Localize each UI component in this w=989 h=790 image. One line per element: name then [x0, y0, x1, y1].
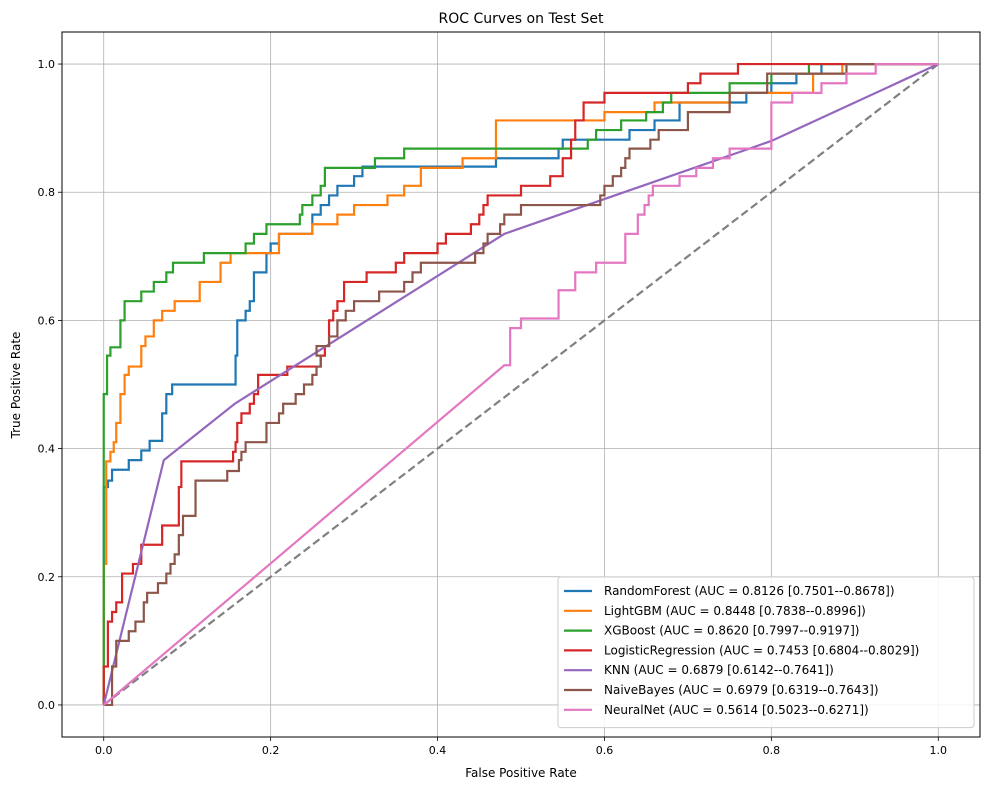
- series-line-1: [102, 62, 939, 705]
- series-line-3: [102, 62, 939, 705]
- legend-entry-label: NaiveBayes (AUC = 0.6979 [0.6319--0.7643…: [604, 683, 879, 697]
- legend-entry-label: LogisticRegression (AUC = 0.7453 [0.6804…: [604, 643, 919, 657]
- y-tick-label: 0.2: [38, 571, 56, 584]
- plot-frame: [61, 31, 981, 738]
- chart-title: ROC Curves on Test Set: [439, 11, 604, 27]
- legend: RandomForest (AUC = 0.8126 [0.7501--0.86…: [557, 576, 975, 729]
- x-tick-label: 1.0: [930, 744, 948, 757]
- y-axis-label: True Positive Rate: [9, 332, 23, 440]
- series-line-6: [103, 62, 939, 706]
- y-axis-ticks: 0.0 0.2 0.4 0.6 0.8 1.0: [38, 58, 62, 712]
- reference-diagonal: [103, 63, 939, 706]
- y-tick-label: 0.8: [38, 186, 56, 199]
- x-tick-label: 0.4: [429, 744, 447, 757]
- series-lines: [102, 62, 939, 707]
- legend-entry-label: NeuralNet (AUC = 0.5614 [0.5023--0.6271]…: [604, 703, 869, 717]
- x-tick-label: 0.2: [262, 744, 280, 757]
- y-tick-label: 0.0: [38, 699, 56, 712]
- series-line-4: [102, 63, 939, 706]
- x-tick-label: 0.0: [95, 744, 113, 757]
- y-tick-label: 0.4: [38, 443, 56, 456]
- legend-entry-label: RandomForest (AUC = 0.8126 [0.7501--0.86…: [604, 584, 895, 598]
- legend-entry-label: KNN (AUC = 0.6879 [0.6142--0.7641]): [604, 663, 834, 677]
- legend-entry-label: XGBoost (AUC = 0.8620 [0.7997--0.9197]): [604, 624, 859, 638]
- series-line-2: [102, 62, 939, 705]
- x-axis-label: False Positive Rate: [465, 766, 577, 780]
- x-tick-label: 0.8: [763, 744, 781, 757]
- legend-box: [557, 576, 975, 729]
- y-tick-label: 1.0: [38, 58, 56, 71]
- legend-entry-label: LightGBM (AUC = 0.8448 [0.7838--0.8996]): [604, 604, 866, 618]
- x-axis-ticks: 0.0 0.2 0.4 0.6 0.8 1.0: [95, 737, 947, 757]
- chance-line: [103, 63, 939, 706]
- x-tick-label: 0.6: [596, 744, 614, 757]
- series-line-5: [103, 62, 939, 707]
- y-tick-label: 0.6: [38, 314, 56, 327]
